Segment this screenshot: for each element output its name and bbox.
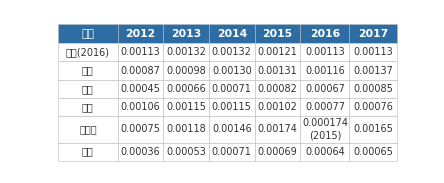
Bar <box>209 116 255 143</box>
Bar <box>349 80 397 98</box>
Text: 0.00067: 0.00067 <box>305 84 345 94</box>
Text: 0.00077: 0.00077 <box>305 102 345 112</box>
Text: 0.00115: 0.00115 <box>166 102 206 112</box>
Bar <box>118 116 163 143</box>
Bar <box>300 43 349 61</box>
Text: 영국: 영국 <box>82 84 94 94</box>
Bar <box>209 98 255 116</box>
Bar <box>118 43 163 61</box>
Text: 0.00098: 0.00098 <box>166 66 206 76</box>
Bar <box>255 61 300 80</box>
Text: 0.00085: 0.00085 <box>353 84 393 94</box>
Text: 프랑스: 프랑스 <box>79 124 97 134</box>
Bar <box>163 24 209 43</box>
Text: 0.00082: 0.00082 <box>258 84 297 94</box>
Bar <box>118 143 163 161</box>
Text: 2014: 2014 <box>217 29 247 39</box>
Text: 0.00071: 0.00071 <box>212 147 252 157</box>
Bar <box>209 24 255 43</box>
Text: 0.00053: 0.00053 <box>166 147 206 157</box>
Text: 2016: 2016 <box>310 29 340 39</box>
Text: 0.00132: 0.00132 <box>212 47 252 57</box>
Bar <box>300 143 349 161</box>
Text: 0.00065: 0.00065 <box>353 147 393 157</box>
Bar <box>163 116 209 143</box>
Text: 0.00087: 0.00087 <box>120 66 160 76</box>
Text: 0.00069: 0.00069 <box>258 147 297 157</box>
Text: 0.00131: 0.00131 <box>258 66 297 76</box>
Text: 0.00076: 0.00076 <box>353 102 393 112</box>
Text: 국가: 국가 <box>81 29 95 39</box>
Bar <box>300 24 349 43</box>
Text: 한국: 한국 <box>82 147 94 157</box>
Bar <box>300 80 349 98</box>
Bar <box>209 43 255 61</box>
Bar <box>58 61 118 80</box>
Text: 0.00137: 0.00137 <box>353 66 393 76</box>
Bar <box>118 61 163 80</box>
Bar <box>255 24 300 43</box>
Bar <box>349 143 397 161</box>
Bar <box>300 61 349 80</box>
Bar <box>349 61 397 80</box>
Bar <box>255 143 300 161</box>
Bar <box>163 98 209 116</box>
Text: 0.00113: 0.00113 <box>120 47 160 57</box>
Bar <box>349 116 397 143</box>
Text: 0.00113: 0.00113 <box>353 47 393 57</box>
Text: 2015: 2015 <box>262 29 293 39</box>
Bar <box>58 43 118 61</box>
Text: 0.00132: 0.00132 <box>166 47 206 57</box>
Bar <box>209 143 255 161</box>
Text: 0.00036: 0.00036 <box>120 147 160 157</box>
Bar <box>58 116 118 143</box>
Text: 일본: 일본 <box>82 102 94 112</box>
Text: 0.00045: 0.00045 <box>120 84 160 94</box>
Bar <box>349 98 397 116</box>
Text: 독일: 독일 <box>82 66 94 76</box>
Text: 미국(2016): 미국(2016) <box>66 47 110 57</box>
Bar <box>118 24 163 43</box>
Bar <box>118 80 163 98</box>
Text: 0.00146: 0.00146 <box>212 124 252 134</box>
Bar <box>163 43 209 61</box>
Bar <box>58 80 118 98</box>
Text: 2013: 2013 <box>171 29 201 39</box>
Bar <box>163 143 209 161</box>
Text: 0.00174: 0.00174 <box>258 124 297 134</box>
Text: 0.00066: 0.00066 <box>166 84 206 94</box>
Text: 0.000174
(2015): 0.000174 (2015) <box>302 118 348 140</box>
Bar <box>58 24 118 43</box>
Text: 0.00130: 0.00130 <box>212 66 252 76</box>
Text: 2017: 2017 <box>358 29 388 39</box>
Text: 0.00064: 0.00064 <box>305 147 345 157</box>
Bar <box>300 116 349 143</box>
Bar <box>209 61 255 80</box>
Text: 0.00071: 0.00071 <box>212 84 252 94</box>
Text: 0.00106: 0.00106 <box>120 102 160 112</box>
Bar <box>118 98 163 116</box>
Text: 0.00115: 0.00115 <box>212 102 252 112</box>
Text: 0.00075: 0.00075 <box>120 124 160 134</box>
Text: 0.00116: 0.00116 <box>305 66 345 76</box>
Text: 0.00102: 0.00102 <box>258 102 297 112</box>
Bar <box>255 43 300 61</box>
Text: 0.00113: 0.00113 <box>305 47 345 57</box>
Bar <box>349 43 397 61</box>
Bar <box>209 80 255 98</box>
Text: 0.00121: 0.00121 <box>258 47 297 57</box>
Text: 0.00118: 0.00118 <box>166 124 206 134</box>
Text: 0.00165: 0.00165 <box>353 124 393 134</box>
Bar <box>300 98 349 116</box>
Bar <box>58 143 118 161</box>
Bar <box>163 80 209 98</box>
Bar <box>349 24 397 43</box>
Bar <box>58 98 118 116</box>
Bar <box>255 98 300 116</box>
Text: 2012: 2012 <box>125 29 155 39</box>
Bar <box>255 80 300 98</box>
Bar <box>163 61 209 80</box>
Bar <box>255 116 300 143</box>
